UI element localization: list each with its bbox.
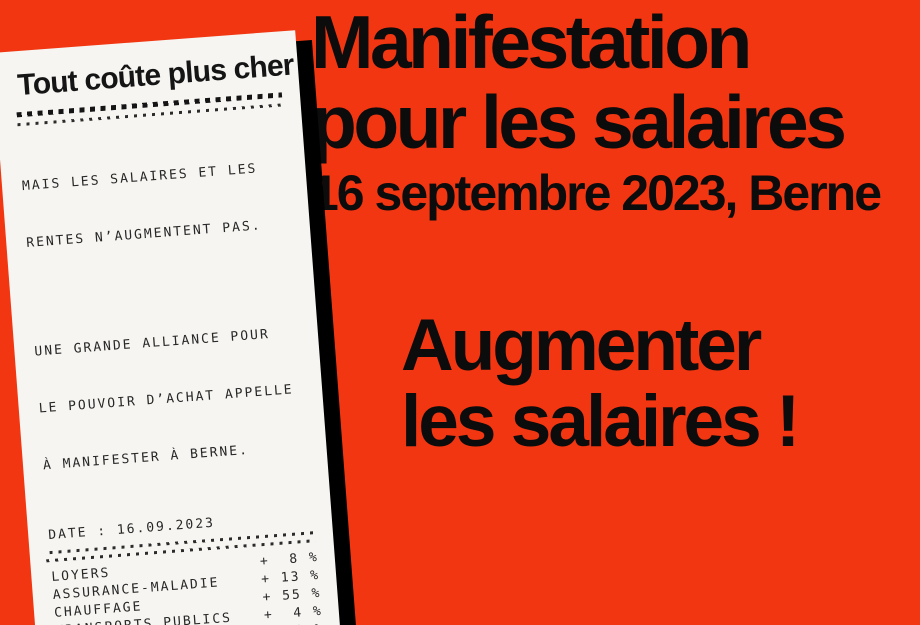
paragraph-line: À MANIFESTER À BERNE.: [42, 442, 250, 474]
receipt-date: DATE : 16.09.2023: [47, 515, 216, 544]
price-increase-list: LOYERS + 8 % ASSURANCE-MALADIE + 13 % CH…: [51, 549, 326, 625]
receipt-paragraph-alliance: UNE GRANDE ALLIANCE POUR LE POUVOIR D’AC…: [31, 285, 314, 514]
paragraph-line: UNE GRANDE ALLIANCE POUR: [33, 326, 271, 360]
paragraph-line: LE POUVOIR D’ACHAT APPELLE: [38, 382, 295, 417]
slogan-block: Augmenter les salaires !: [401, 305, 800, 462]
paragraph-line: RENTES N’AUGMENTENT PAS.: [25, 218, 263, 251]
headline-line2: pour les salaires: [311, 80, 847, 164]
event-date-line: 16 septembre 2023, Berne: [311, 165, 882, 221]
headline-block: Manifestation pour les salaires 16 septe…: [311, 0, 882, 221]
receipt: Tout coûte plus cher MAIS LES SALAIRES E…: [0, 30, 345, 625]
print-artifact-icon: [14, 84, 16, 94]
receipt-paragraph-salaires: MAIS LES SALAIRES ET LES RENTES N’AUGMEN…: [19, 119, 298, 291]
paragraph-line: MAIS LES SALAIRES ET LES: [21, 161, 258, 195]
slogan-line2: les salaires !: [401, 381, 800, 462]
slogan-line1: Augmenter: [401, 305, 762, 386]
headline-line1: Manifestation: [311, 0, 752, 84]
